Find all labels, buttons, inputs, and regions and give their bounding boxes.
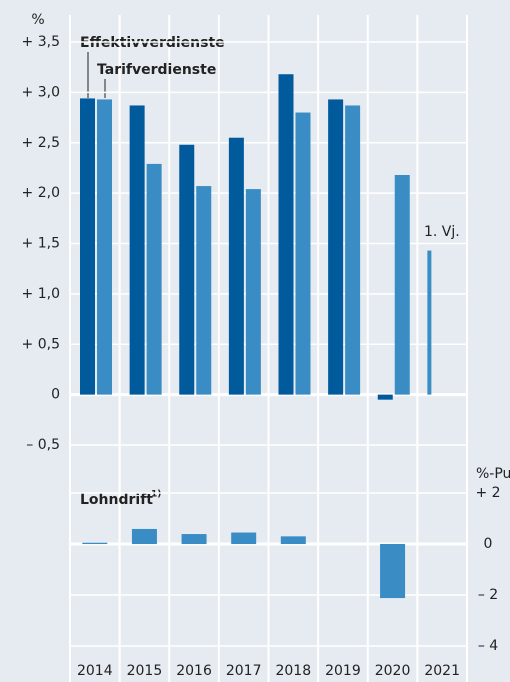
bar <box>179 144 195 395</box>
bar <box>129 105 145 395</box>
bar <box>231 532 257 544</box>
bar <box>295 112 311 395</box>
y-tick-label: 0 <box>51 387 60 403</box>
x-tick-label: 2016 <box>176 663 212 679</box>
bar <box>345 105 361 395</box>
y-tick-label: 0 <box>484 536 493 552</box>
bar <box>181 534 207 544</box>
x-tick-label: 2015 <box>127 663 163 679</box>
y-unit: %-Punkte <box>476 466 510 482</box>
bar <box>380 544 406 599</box>
y-tick-label: – 4 <box>478 638 498 654</box>
bar <box>394 174 410 395</box>
bar <box>82 542 108 544</box>
x-tick-label: 2020 <box>375 663 411 679</box>
y-tick-label: + 1,5 <box>22 236 60 252</box>
y-tick-label: + 2 <box>475 485 500 501</box>
y-tick-label: + 2,5 <box>22 135 60 151</box>
y-tick-label: + 3,5 <box>22 34 60 50</box>
bar <box>196 186 212 395</box>
bar <box>146 163 162 395</box>
bar <box>328 99 344 395</box>
legend-label: Tarifverdienste <box>97 62 216 78</box>
panel-title: Lohndrift <box>80 492 153 508</box>
y-tick-label: + 2,0 <box>22 185 60 201</box>
bar <box>228 137 244 395</box>
annotation: 1. Vj. <box>424 224 460 240</box>
y-tick-label: + 0,5 <box>22 336 60 352</box>
y-tick-label: + 3,0 <box>22 84 60 100</box>
y-tick-label: – 0,5 <box>26 437 60 453</box>
bar <box>278 74 294 395</box>
x-tick-label: 2019 <box>325 663 361 679</box>
legend-label: Effektivverdienste <box>80 35 225 51</box>
y-tick-label: + 1,0 <box>22 286 60 302</box>
y-unit: % <box>31 12 44 28</box>
bar <box>427 250 432 395</box>
x-tick-label: 2017 <box>226 663 262 679</box>
x-tick-label: 2018 <box>275 663 311 679</box>
bar <box>80 98 95 395</box>
bar <box>97 99 112 395</box>
y-tick-label: – 2 <box>478 587 498 603</box>
bar <box>245 189 261 395</box>
bar <box>377 394 393 400</box>
bar <box>280 536 306 544</box>
x-tick-label: 2014 <box>77 663 113 679</box>
x-tick-label: 2021 <box>424 663 460 679</box>
footnote-mark: 1) <box>151 490 161 500</box>
bar <box>131 528 157 544</box>
